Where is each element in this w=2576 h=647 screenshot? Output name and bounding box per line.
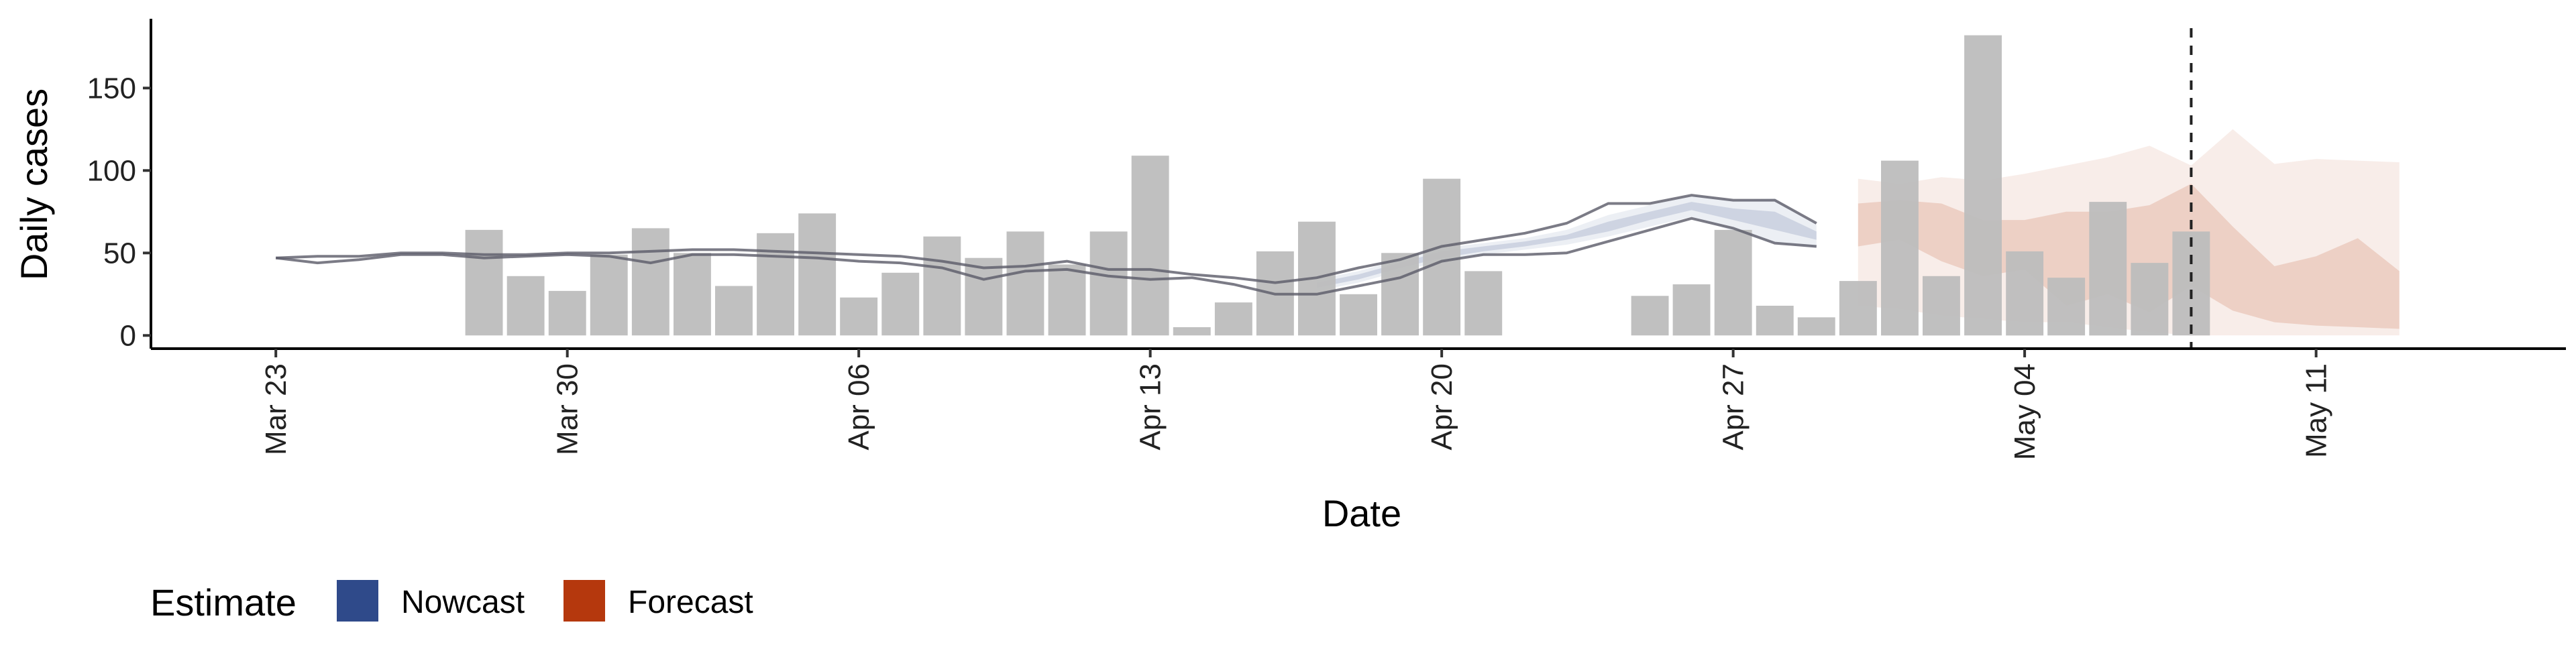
x-tick-label: Mar 23 (260, 363, 292, 455)
bar (1672, 284, 1711, 336)
estimate-line-2 (275, 217, 1817, 296)
lines-layer (275, 28, 2193, 349)
legend-label-forecast: Forecast (628, 585, 753, 620)
bar (1839, 281, 1877, 336)
bar (2047, 278, 2086, 336)
bar (881, 272, 920, 336)
bar (840, 297, 878, 336)
bar (548, 290, 586, 336)
bar (1714, 229, 1752, 336)
bar (1173, 327, 1211, 336)
bar (590, 254, 628, 336)
x-tick-label: Apr 27 (1717, 363, 1750, 451)
bar (1756, 306, 1794, 336)
bar (506, 276, 545, 336)
x-axis-title: Date (1322, 492, 1401, 534)
y-axis-title: Daily cases (13, 89, 55, 280)
bar (1964, 35, 2002, 336)
bar (674, 253, 711, 336)
y-tick-label: 50 (103, 237, 136, 270)
nowcast-band-outer (1316, 195, 1817, 291)
bar (1631, 296, 1669, 336)
bar (2131, 263, 2169, 336)
legend-label-nowcast: Nowcast (401, 585, 525, 620)
bar (1464, 271, 1503, 336)
bar (1381, 253, 1419, 336)
x-tick-label: May 04 (2008, 363, 2041, 460)
y-tick-label: 100 (87, 154, 136, 187)
bar (1089, 231, 1128, 336)
legend-title: Estimate (150, 581, 297, 624)
legend-swatch-nowcast (337, 580, 378, 622)
bar (798, 213, 837, 336)
bar (1923, 276, 1960, 336)
bar (1340, 294, 1377, 336)
bar (631, 228, 669, 336)
estimate-line-1 (276, 194, 1817, 284)
x-tick-label: Apr 06 (843, 363, 875, 451)
bar (2089, 202, 2127, 336)
bar (465, 229, 503, 336)
bars-layer (465, 35, 2210, 336)
bar (1214, 302, 1252, 336)
x-tick-label: Apr 20 (1426, 363, 1458, 451)
legend-swatch-forecast (564, 580, 605, 622)
bar (1881, 160, 1919, 336)
bar (1423, 178, 1461, 336)
x-tick-label: Apr 13 (1134, 363, 1167, 451)
bar (965, 257, 1003, 336)
bar (715, 286, 753, 336)
bar (2006, 251, 2044, 336)
bar (2172, 231, 2210, 336)
bar (923, 236, 961, 336)
bar (1131, 156, 1169, 336)
legend: Estimate Nowcast Forecast (150, 580, 753, 624)
y-tick-label: 150 (87, 72, 136, 105)
bar (1797, 317, 1835, 336)
x-tick-label: May 11 (2300, 363, 2333, 458)
bar (1048, 264, 1086, 336)
bar (1006, 231, 1044, 336)
bar (757, 233, 794, 336)
y-tick-label: 0 (120, 319, 136, 352)
axes-layer: 0 50 100 150 Mar 23 Mar 30 Apr 06 Apr 13 Apr 20 A… (87, 19, 2566, 460)
x-tick-label: Mar 30 (551, 363, 584, 455)
